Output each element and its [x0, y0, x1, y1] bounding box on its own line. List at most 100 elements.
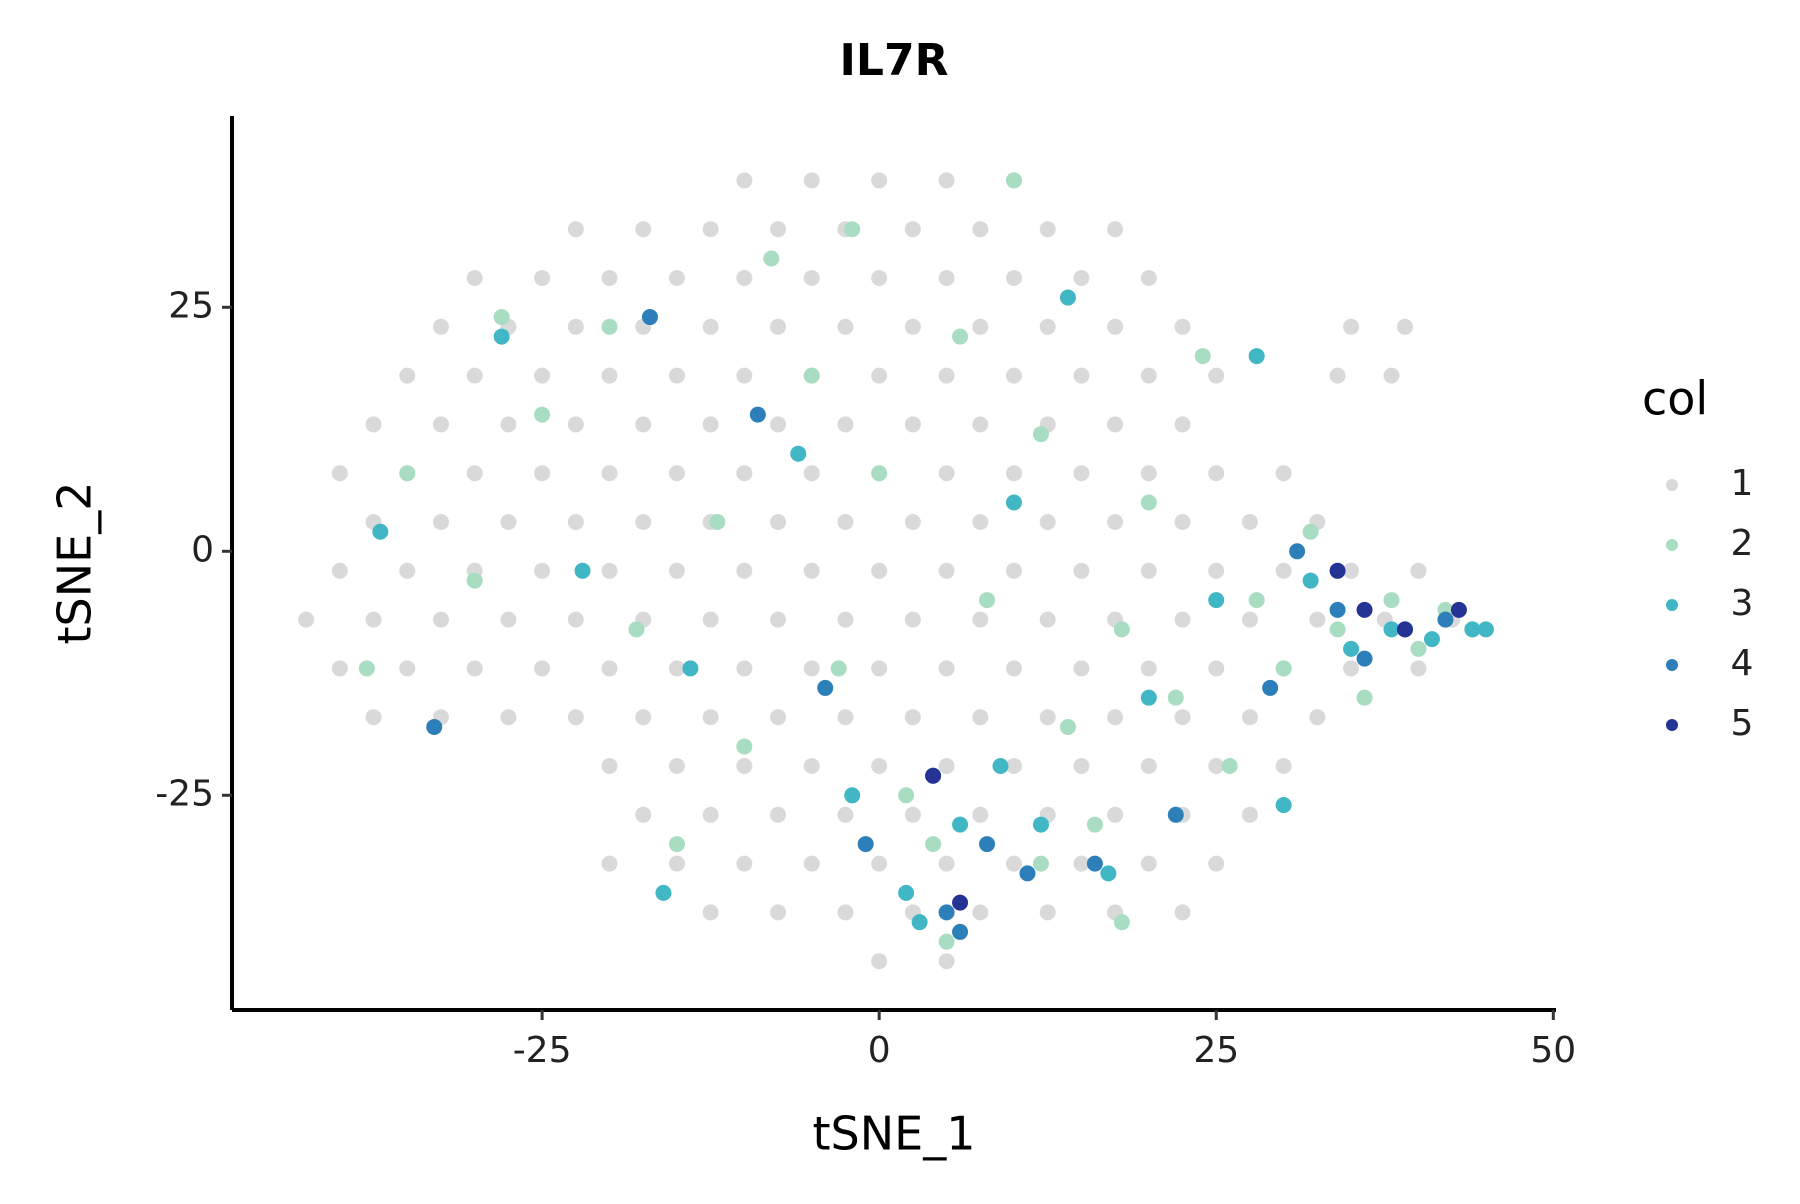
point: [925, 767, 942, 784]
point: [534, 465, 551, 482]
point: [992, 758, 1009, 775]
x-tick-label: 0: [868, 1030, 891, 1071]
point: [534, 367, 551, 384]
point: [1107, 514, 1124, 531]
point: [1208, 855, 1225, 872]
point: [1073, 758, 1090, 775]
point: [1302, 572, 1319, 589]
point: [1329, 621, 1346, 638]
point: [979, 836, 996, 853]
point: [1343, 562, 1360, 579]
point: [972, 904, 989, 921]
point: [601, 660, 618, 677]
point: [1343, 660, 1360, 677]
point: [1039, 221, 1056, 238]
point: [1396, 318, 1413, 335]
point: [736, 270, 753, 287]
point: [682, 660, 699, 677]
x-axis-title: tSNE_1: [813, 1107, 976, 1161]
legend-swatch: [1666, 719, 1678, 731]
point: [904, 416, 921, 433]
point: [1208, 367, 1225, 384]
point: [1073, 465, 1090, 482]
legend-label: 4: [1731, 643, 1754, 684]
legend-swatch: [1666, 479, 1678, 491]
point: [871, 855, 888, 872]
point: [1383, 621, 1400, 638]
point: [702, 709, 719, 726]
point: [1275, 797, 1292, 814]
point: [1410, 562, 1427, 579]
point: [635, 709, 652, 726]
point: [871, 758, 888, 775]
point: [668, 758, 685, 775]
point: [1140, 465, 1157, 482]
point: [466, 660, 483, 677]
point: [1275, 660, 1292, 677]
point: [1107, 806, 1124, 823]
point: [871, 562, 888, 579]
point: [1005, 172, 1022, 189]
legend-swatch: [1666, 659, 1678, 671]
point: [635, 806, 652, 823]
point: [635, 221, 652, 238]
x-tick-label: 25: [1193, 1030, 1239, 1071]
point: [365, 611, 382, 628]
legend-label: 5: [1731, 703, 1754, 744]
point: [1396, 621, 1413, 638]
point: [938, 465, 955, 482]
point: [1005, 465, 1022, 482]
point: [837, 904, 854, 921]
point: [1073, 367, 1090, 384]
point: [736, 855, 753, 872]
point: [500, 514, 517, 531]
point: [938, 758, 955, 775]
point: [972, 709, 989, 726]
point: [601, 270, 618, 287]
point: [1086, 816, 1103, 833]
point: [844, 787, 861, 804]
point: [298, 611, 315, 628]
point: [871, 465, 888, 482]
point: [904, 611, 921, 628]
point: [432, 318, 449, 335]
point: [567, 221, 584, 238]
point: [1241, 709, 1258, 726]
point: [1005, 855, 1022, 872]
point: [466, 572, 483, 589]
point: [736, 738, 753, 755]
point: [938, 855, 955, 872]
point: [952, 894, 969, 911]
point: [1302, 523, 1319, 540]
point: [1174, 416, 1191, 433]
point: [331, 465, 348, 482]
point: [1107, 318, 1124, 335]
point: [601, 318, 618, 335]
point: [702, 904, 719, 921]
point: [466, 367, 483, 384]
point: [567, 611, 584, 628]
point: [770, 709, 787, 726]
point: [1107, 416, 1124, 433]
point: [898, 884, 915, 901]
point: [736, 367, 753, 384]
point: [1410, 660, 1427, 677]
point: [1383, 592, 1400, 609]
point: [952, 923, 969, 940]
point: [1275, 562, 1292, 579]
legend-label: 2: [1731, 523, 1754, 564]
point: [466, 270, 483, 287]
point: [1019, 865, 1036, 882]
point: [938, 904, 955, 921]
point: [972, 514, 989, 531]
point: [601, 855, 618, 872]
point: [911, 914, 928, 931]
point: [641, 309, 658, 326]
point: [952, 816, 969, 833]
point: [857, 836, 874, 853]
y-tick-label: 0: [191, 529, 214, 570]
point: [399, 367, 416, 384]
point: [1437, 611, 1454, 628]
point: [1073, 270, 1090, 287]
